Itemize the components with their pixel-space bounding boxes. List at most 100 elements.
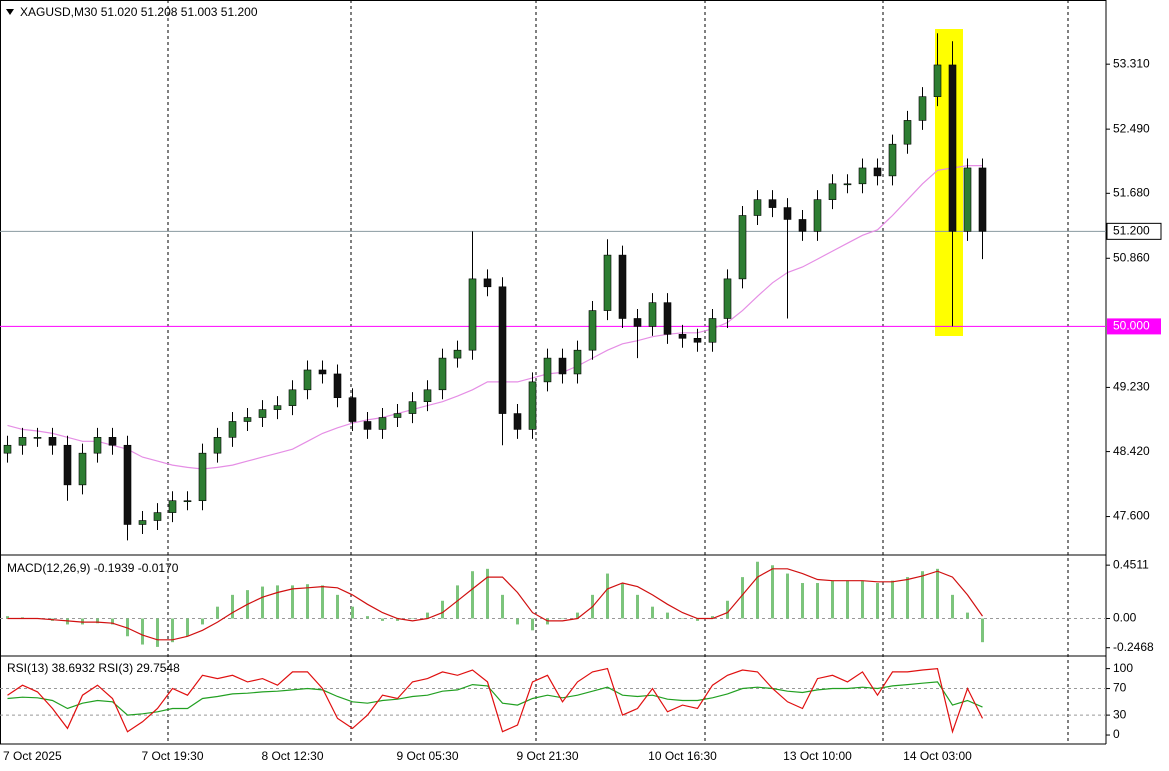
level-label: 50.000 <box>1113 319 1150 333</box>
candle-body <box>618 254 627 319</box>
candle-body <box>678 334 687 339</box>
candle-body <box>588 310 597 351</box>
macd-bar <box>621 583 624 619</box>
candle-body <box>483 278 492 288</box>
macd-bar <box>201 618 204 625</box>
x-tick-label: 7 Oct 2025 <box>3 749 62 763</box>
candle-body <box>48 437 57 446</box>
macd-bar <box>171 618 174 643</box>
candle-body <box>783 207 792 220</box>
candle-body <box>378 417 387 430</box>
candle-body <box>888 143 897 177</box>
macd-bar <box>426 612 429 619</box>
candle-body <box>903 120 912 145</box>
x-tick-label: 8 Oct 12:30 <box>261 749 323 763</box>
macd-bar <box>6 616 9 619</box>
macd-bar <box>351 606 354 619</box>
macd-bar <box>726 600 729 619</box>
macd-bar <box>951 594 954 619</box>
macd-bar <box>336 594 339 619</box>
candle-body <box>63 444 72 486</box>
macd-title: MACD(12,26,9) -0.1939 -0.0170 <box>7 561 179 575</box>
candle-body <box>543 357 552 383</box>
macd-bar <box>561 618 564 620</box>
candle-body <box>813 199 822 232</box>
candle-body <box>468 278 477 351</box>
candle-body <box>723 278 732 319</box>
macd-bar <box>471 571 474 619</box>
candle-body <box>333 373 342 399</box>
candle-body <box>243 417 252 422</box>
candle-body <box>258 409 267 418</box>
macd-bar <box>306 584 309 619</box>
macd-bar <box>576 612 579 619</box>
candle-body <box>33 437 42 439</box>
macd-bar <box>651 606 654 619</box>
candle-body <box>93 437 102 454</box>
macd-bar <box>921 571 924 619</box>
candle-body <box>798 219 807 232</box>
level-label-bg <box>1107 318 1161 335</box>
macd-bar <box>636 594 639 619</box>
macd-bar <box>231 594 234 619</box>
x-tick-label: 13 Oct 10:00 <box>783 749 852 763</box>
macd-bar <box>756 561 759 619</box>
candle-body <box>498 286 507 414</box>
y-tick-label: 48.420 <box>1113 444 1150 458</box>
candle-body <box>3 444 12 454</box>
candle-body <box>453 349 462 359</box>
candle-body <box>123 444 132 525</box>
macd-bar <box>801 583 804 619</box>
candle-body <box>558 357 567 375</box>
candle-body <box>168 500 177 513</box>
x-tick-label: 14 Oct 03:00 <box>903 749 972 763</box>
macd-bar <box>186 618 189 637</box>
x-tick-label: 9 Oct 21:30 <box>516 749 578 763</box>
candle-body <box>633 318 642 327</box>
y-tick-label: 70 <box>1113 681 1127 695</box>
y-tick-label: 50.860 <box>1113 250 1150 264</box>
macd-bar <box>516 618 519 625</box>
macd-bar <box>981 618 984 643</box>
rsi-line <box>7 681 983 716</box>
candle-body <box>78 452 87 486</box>
candle-body <box>288 389 297 406</box>
macd-bar <box>816 583 819 619</box>
candle-body <box>183 500 192 503</box>
macd-bar <box>396 618 399 621</box>
macd-bar <box>96 618 99 624</box>
rsi-line <box>7 667 984 734</box>
candle-body <box>978 167 987 232</box>
macd-bar <box>666 612 669 619</box>
candle-body <box>603 254 612 311</box>
candle-body <box>273 405 282 410</box>
macd-bar <box>216 606 219 619</box>
macd-bar <box>606 573 609 619</box>
macd-bar <box>276 585 279 619</box>
macd-bar <box>681 618 684 620</box>
x-tick-label: 7 Oct 19:30 <box>141 749 203 763</box>
title-arrow <box>6 9 14 15</box>
candle-body <box>318 369 327 375</box>
y-tick-label: 52.490 <box>1113 121 1150 135</box>
macd-bar <box>876 583 879 619</box>
y-tick-label: 30 <box>1113 707 1127 721</box>
macd-bar <box>321 585 324 619</box>
macd-bar <box>711 616 714 619</box>
macd-bar <box>366 616 369 619</box>
candle-body <box>828 183 837 200</box>
candle-body <box>753 199 762 216</box>
candle-body <box>153 512 162 521</box>
macd-bar <box>696 618 699 621</box>
macd-bar <box>81 618 84 625</box>
x-tick-label: 9 Oct 05:30 <box>396 749 458 763</box>
candle-body <box>858 167 867 185</box>
candle-body <box>918 96 927 121</box>
x-tick-label: 10 Oct 16:30 <box>648 749 717 763</box>
y-tick-label: 100 <box>1113 661 1133 675</box>
candle-body <box>963 167 972 232</box>
macd-bar <box>906 577 909 619</box>
